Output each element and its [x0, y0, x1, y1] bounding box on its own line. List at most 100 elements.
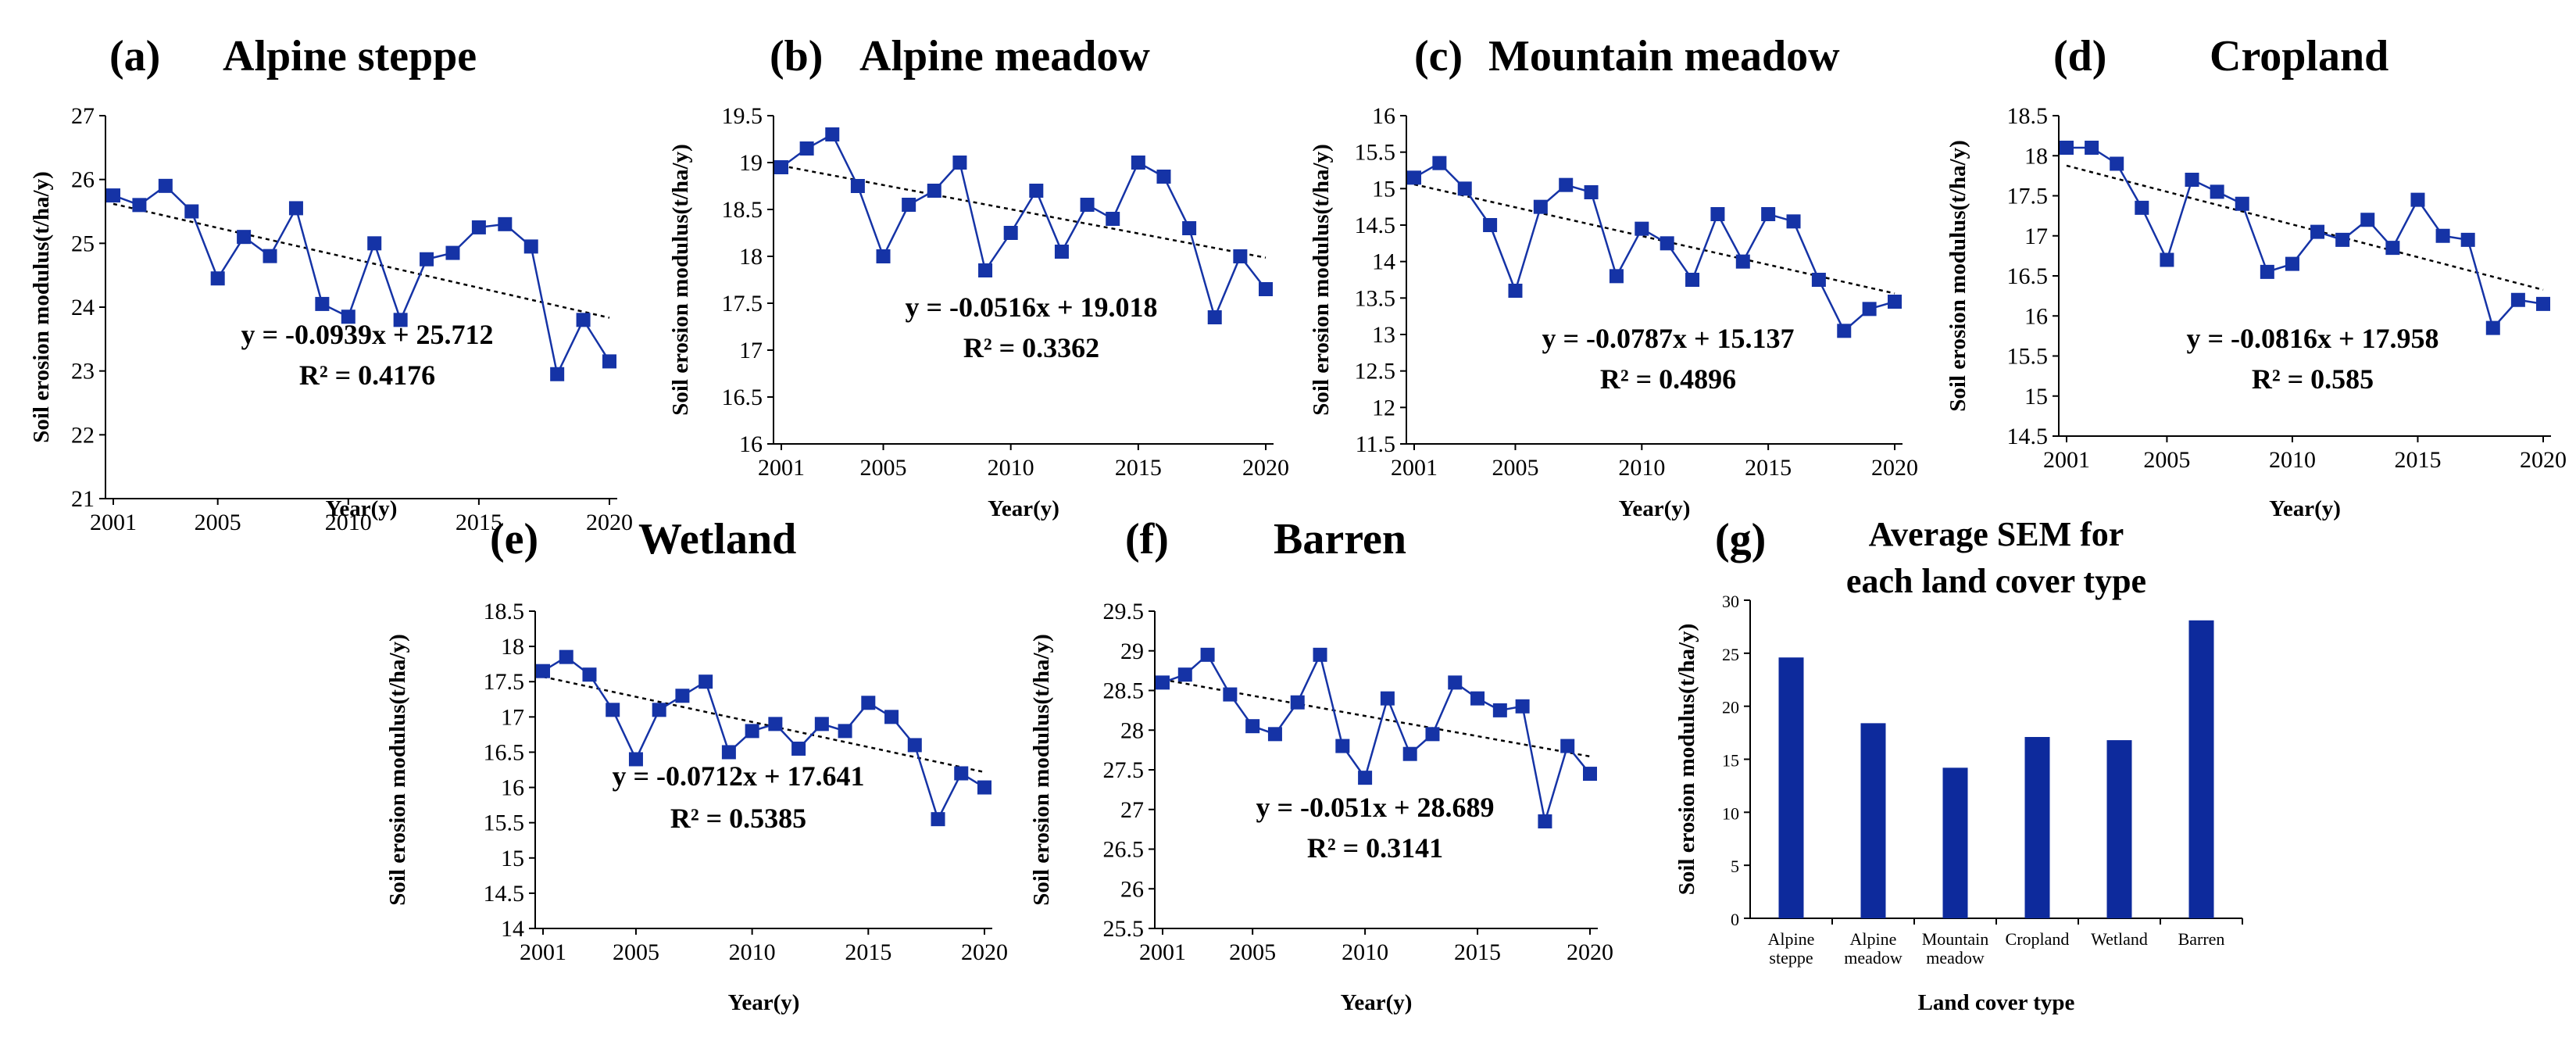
data-point	[1538, 814, 1552, 828]
x-tick-label: Wetland	[2091, 929, 2148, 949]
x-tick-label: 2010	[1342, 939, 1388, 965]
data-point	[954, 766, 969, 781]
y-axis-label: Soil erosion modulus(t/ha/y)	[1945, 140, 1970, 412]
y-tick-label: 26.5	[1103, 837, 1145, 863]
data-point	[2435, 228, 2450, 243]
data-point	[1583, 767, 1597, 782]
data-point	[1177, 667, 1192, 682]
bar	[1942, 767, 1968, 918]
x-tick-label: steppe	[1769, 948, 1813, 968]
y-tick-label: 17	[739, 338, 763, 363]
data-point	[1223, 687, 1238, 702]
data-point	[1837, 324, 1852, 338]
data-point	[1182, 221, 1197, 235]
data-point	[1402, 746, 1417, 761]
y-tick-label: 12.5	[1355, 359, 1396, 385]
data-point	[1156, 675, 1170, 690]
y-tick-label: 10	[1722, 803, 1739, 823]
data-point	[1660, 236, 1674, 251]
trend-equation: y = -0.0939x + 25.712	[241, 319, 493, 350]
data-point	[1483, 218, 1498, 232]
data-point	[2335, 232, 2350, 247]
panel-title: Mountain meadow	[1488, 32, 1840, 80]
data-point	[1888, 295, 1902, 309]
data-point	[106, 188, 120, 203]
x-tick-label: 2015	[456, 510, 502, 535]
y-tick-label: 20	[1722, 698, 1739, 717]
y-tick-label: 14	[1372, 249, 1395, 275]
series-line	[1413, 162, 1895, 333]
data-point	[1761, 207, 1776, 221]
data-point	[1207, 310, 1222, 324]
y-tick-label: 29.5	[1103, 599, 1145, 624]
x-tick-label: Barren	[2178, 929, 2225, 949]
data-point	[927, 184, 941, 198]
data-point	[471, 220, 486, 234]
data-point	[1432, 156, 1447, 170]
panel-b: (b) Alpine meadow 16 16.5 17 17.5 18 18.5 19 19.5…	[668, 32, 1289, 521]
x-tick-label: 2015	[1115, 455, 1162, 481]
y-tick-label: 5	[1731, 857, 1739, 876]
bar	[2188, 620, 2214, 918]
y-tick-label: 27	[1120, 797, 1144, 823]
x-tick-label: 2020	[1567, 939, 1613, 965]
data-point	[263, 249, 277, 263]
data-point	[2060, 141, 2074, 155]
trend-line	[113, 202, 610, 319]
y-axis-label: Soil erosion modulus(t/ha/y)	[1674, 624, 1699, 896]
data-point	[931, 812, 945, 827]
x-tick-label: 2005	[2143, 447, 2190, 473]
r-squared: R² = 0.585	[2252, 363, 2374, 395]
series-line	[781, 133, 1267, 320]
data-point	[393, 313, 408, 327]
data-point	[799, 141, 814, 156]
data-point	[861, 696, 876, 710]
data-point	[952, 156, 967, 170]
panel-label: (b)	[770, 32, 823, 80]
data-point	[1559, 177, 1574, 192]
panel-label: (f)	[1125, 515, 1169, 563]
y-tick-label: 17.5	[722, 291, 763, 317]
y-tick-label: 16	[739, 431, 763, 457]
data-point	[774, 160, 788, 174]
x-tick-label: 2001	[1391, 455, 1438, 481]
y-tick-label: 25	[71, 231, 95, 256]
data-point	[1786, 214, 1801, 229]
x-tick-label: 2010	[729, 939, 776, 965]
data-point	[850, 179, 865, 193]
panel-title: Alpine meadow	[859, 32, 1150, 80]
data-point	[838, 724, 852, 739]
y-tick-label: 14.5	[484, 881, 525, 907]
panel-e: (e) Wetland 14 14.5 15 15.5 16 16.5 17 17.5 18 18.5…	[385, 515, 1008, 1015]
y-tick-label: 13	[1372, 322, 1395, 348]
y-tick-label: 14.5	[2007, 424, 2049, 449]
data-point	[2260, 264, 2274, 279]
y-tick-label: 16.5	[484, 739, 525, 765]
data-point	[184, 204, 199, 219]
x-tick-label: 2015	[845, 939, 891, 965]
data-point	[1080, 198, 1095, 212]
x-tick-label: 2001	[2043, 447, 2090, 473]
x-axis-label: Year(y)	[326, 496, 398, 521]
panel-f: (f) Barren 25.5 26 26.5 27 27.5 28 28.5 29 29.5 200…	[1029, 515, 1613, 1015]
x-tick-label: 2015	[2394, 447, 2441, 473]
x-tick-label: 2001	[1139, 939, 1186, 965]
x-tick-label: 2010	[2269, 447, 2316, 473]
data-point	[884, 710, 899, 724]
x-tick-label: Alpine	[1768, 929, 1815, 949]
x-tick-label: Mountain	[1922, 929, 1989, 949]
data-point	[536, 664, 550, 678]
y-tick-label: 15	[501, 846, 524, 871]
x-axis-label: Land cover type	[1918, 990, 2075, 1015]
x-axis-label: Year(y)	[1341, 990, 1413, 1015]
y-tick-label: 17.5	[2007, 184, 2049, 209]
trend-equation: y = -0.0787x + 15.137	[1542, 323, 1794, 354]
x-tick-label: 2010	[1618, 455, 1665, 481]
y-tick-label: 25	[1722, 645, 1739, 664]
data-point	[1029, 184, 1044, 198]
y-axis-label: Soil erosion modulus(t/ha/y)	[668, 144, 693, 416]
data-point	[977, 780, 991, 795]
data-point	[902, 198, 916, 212]
y-tick-label: 15	[1722, 751, 1739, 771]
data-point	[1584, 185, 1599, 199]
